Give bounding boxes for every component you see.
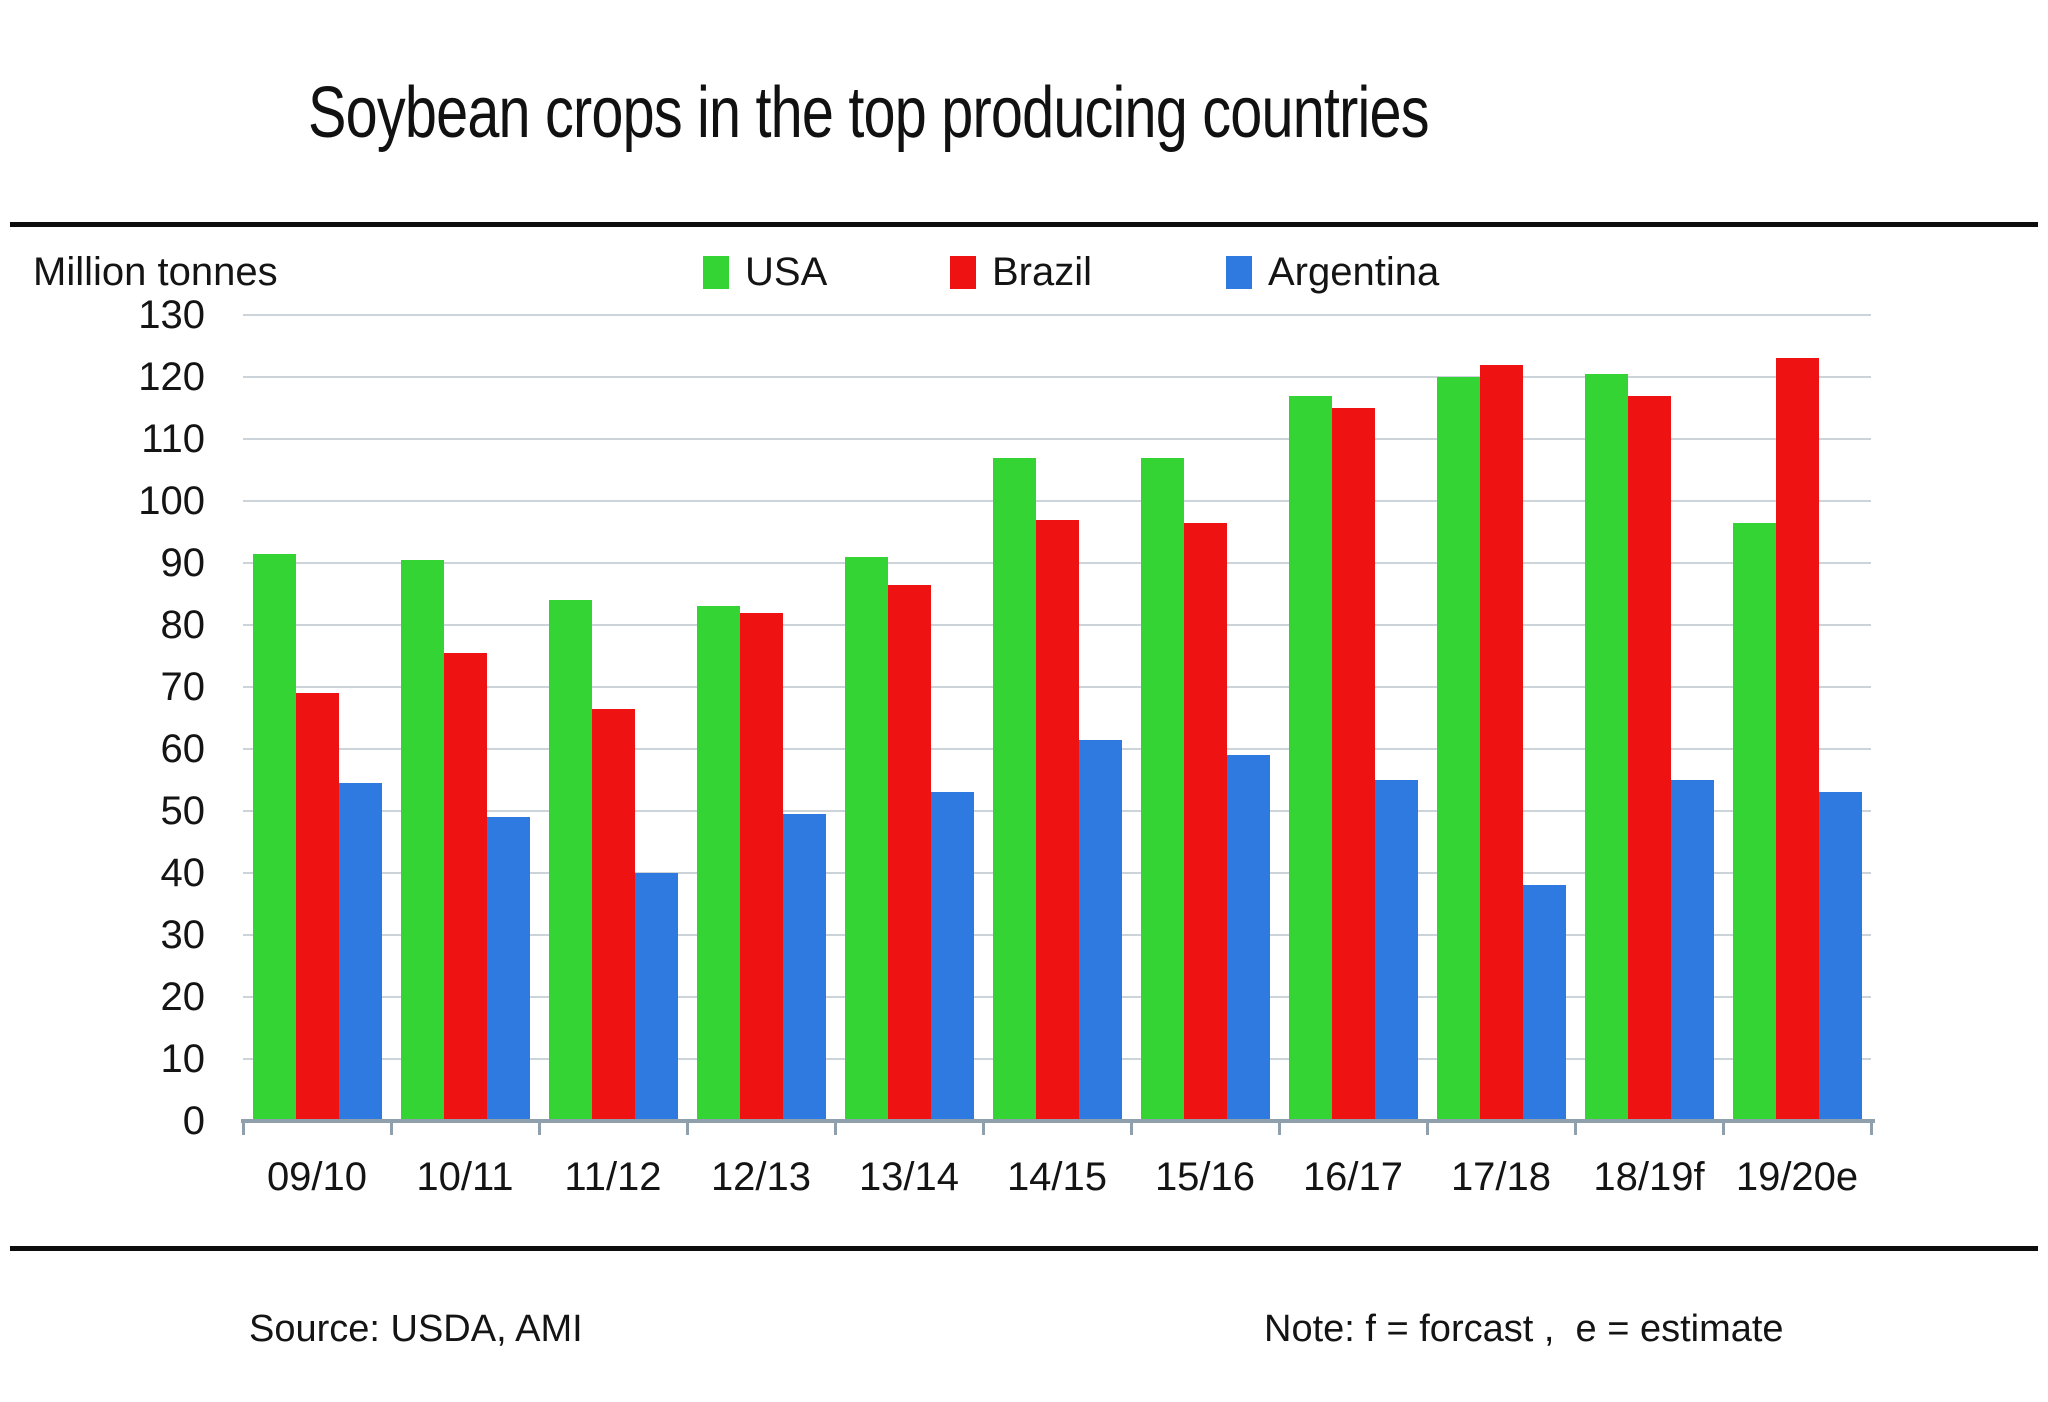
x-axis-tick-9 [1574, 1121, 1577, 1135]
bar-argentina-12/13 [782, 814, 826, 1121]
bar-usa-18/19f [1584, 373, 1628, 1121]
bar-argentina-19/20e [1818, 792, 1862, 1121]
x-axis-tick-4 [834, 1121, 837, 1135]
x-tick-label-11/12: 11/12 [564, 1155, 662, 1199]
bar-brazil-11/12 [591, 708, 635, 1121]
y-axis-unit-label: Million tonnes [33, 250, 278, 294]
bar-usa-13/14 [844, 556, 888, 1121]
y-tick-label-40: 40 [160, 851, 206, 895]
bar-brazil-18/19f [1627, 395, 1671, 1121]
x-axis-tick-0 [242, 1121, 245, 1135]
bar-usa-11/12 [548, 600, 592, 1121]
x-tick-label-17/18: 17/18 [1450, 1155, 1552, 1199]
bar-usa-12/13 [696, 606, 740, 1121]
x-axis-tick-11 [1870, 1121, 1873, 1135]
x-axis-tick-5 [982, 1121, 985, 1135]
y-tick-label-50: 50 [160, 789, 206, 833]
y-tick-label-80: 80 [160, 603, 206, 647]
bar-brazil-19/20e [1775, 358, 1819, 1121]
bar-brazil-17/18 [1479, 364, 1523, 1121]
x-tick-label-12/13: 12/13 [710, 1155, 812, 1199]
x-axis-line [241, 1119, 1875, 1123]
bar-usa-15/16 [1140, 457, 1184, 1121]
x-axis-tick-10 [1722, 1121, 1725, 1135]
bar-argentina-10/11 [486, 817, 530, 1121]
bar-argentina-11/12 [634, 873, 678, 1121]
bar-argentina-13/14 [930, 792, 974, 1121]
x-axis-tick-2 [538, 1121, 541, 1135]
bar-argentina-09/10 [338, 783, 382, 1121]
note-text: Note: f = forcast , e = estimate [1264, 1308, 1784, 1350]
x-axis-tick-6 [1130, 1121, 1133, 1135]
bar-brazil-15/16 [1183, 522, 1227, 1121]
plot-area: 09/10 10/11 11/12 12/13 13/14 14/15 15/16 16/17… [241, 314, 1875, 1199]
x-tick-label-19/20e: 19/20e [1735, 1155, 1859, 1199]
x-tick-label-18/19f: 18/19f [1593, 1155, 1705, 1199]
y-tick-label-130: 130 [138, 293, 205, 337]
x-tick-label-09/10: 09/10 [266, 1155, 368, 1199]
x-tick-label-10/11: 10/11 [416, 1155, 514, 1199]
y-tick-label-90: 90 [160, 541, 206, 585]
x-tick-label-16/17: 16/17 [1302, 1155, 1404, 1199]
bar-argentina-16/17 [1374, 780, 1418, 1121]
top-divider [10, 222, 2038, 227]
y-tick-label-30: 30 [160, 913, 206, 957]
legend-item-brazil: Brazil [950, 250, 1092, 295]
bar-usa-14/15 [992, 457, 1036, 1121]
bar-usa-19/20e [1732, 522, 1776, 1121]
legend-swatch-argentina [1226, 256, 1252, 289]
bar-usa-17/18 [1436, 377, 1480, 1121]
bar-usa-09/10 [252, 553, 296, 1121]
x-axis-tick-1 [390, 1121, 393, 1135]
x-axis-tick-3 [686, 1121, 689, 1135]
y-tick-label-70: 70 [160, 665, 206, 709]
x-tick-label-15/16: 15/16 [1154, 1155, 1256, 1199]
x-tick-label-13/14: 13/14 [858, 1155, 960, 1199]
gridline-110 [243, 438, 1871, 440]
y-tick-label-120: 120 [138, 355, 205, 399]
bar-brazil-10/11 [443, 652, 487, 1121]
y-tick-label-110: 110 [141, 417, 205, 461]
gridline-120 [243, 376, 1871, 378]
legend: USA Brazil Argentina [0, 250, 2048, 294]
bar-argentina-15/16 [1226, 755, 1270, 1121]
legend-swatch-usa [703, 256, 729, 289]
y-tick-label-0: 0 [182, 1099, 205, 1143]
legend-label-brazil: Brazil [992, 250, 1093, 294]
gridline-130 [243, 314, 1871, 316]
legend-item-usa: USA [703, 250, 827, 295]
y-tick-label-10: 10 [160, 1037, 206, 1081]
bar-argentina-18/19f [1670, 780, 1714, 1121]
bar-usa-10/11 [400, 559, 444, 1121]
bar-usa-16/17 [1288, 395, 1332, 1121]
gridline-100 [243, 500, 1871, 502]
bar-brazil-13/14 [887, 584, 931, 1121]
legend-label-usa: USA [745, 250, 828, 294]
x-tick-label-14/15: 14/15 [1006, 1155, 1108, 1199]
bar-brazil-12/13 [739, 612, 783, 1121]
bottom-divider [10, 1246, 2038, 1251]
bar-brazil-14/15 [1035, 519, 1079, 1121]
x-axis-tick-7 [1278, 1121, 1281, 1135]
legend-item-argentina: Argentina [1226, 250, 1439, 295]
bar-argentina-14/15 [1078, 739, 1122, 1121]
bar-brazil-16/17 [1331, 408, 1375, 1121]
chart-title: Soybean crops in the top producing count… [308, 73, 1430, 153]
y-axis-labels: 0 10 20 30 40 50 60 70 80 90 100 110 120 130 [55, 295, 206, 1141]
y-tick-label-20: 20 [160, 975, 206, 1019]
bar-argentina-17/18 [1522, 885, 1566, 1121]
source-text: Source: USDA, AMI [249, 1308, 583, 1350]
x-axis-tick-8 [1426, 1121, 1429, 1135]
y-tick-label-60: 60 [160, 727, 206, 771]
bar-brazil-09/10 [295, 693, 339, 1121]
legend-swatch-brazil [950, 256, 976, 289]
y-tick-label-100: 100 [138, 479, 205, 523]
legend-label-argentina: Argentina [1268, 250, 1440, 294]
